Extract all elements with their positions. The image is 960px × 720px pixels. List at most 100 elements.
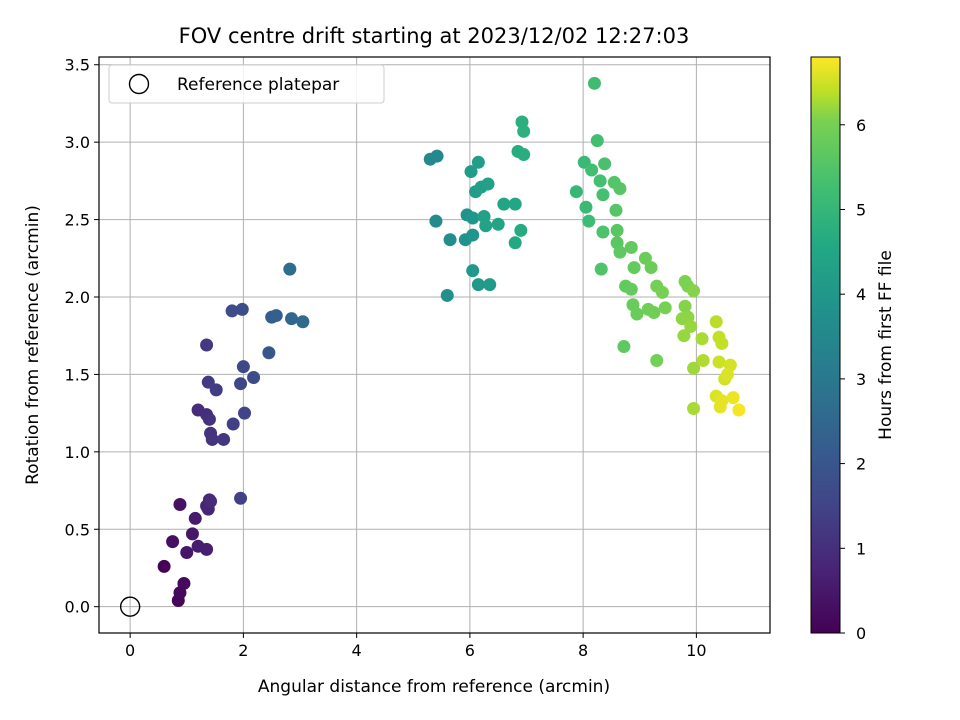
y-axis-label: Rotation from reference (arcmin) — [23, 205, 43, 485]
data-point — [202, 412, 216, 426]
reference-layer — [119, 596, 141, 617]
data-point — [590, 134, 604, 148]
data-point — [440, 288, 454, 302]
data-point — [638, 251, 652, 265]
data-point — [596, 225, 610, 239]
y-tick-label: 1.0 — [65, 443, 90, 462]
data-point — [650, 353, 664, 367]
data-point — [593, 174, 607, 188]
data-point — [624, 240, 638, 254]
data-point — [630, 307, 644, 321]
plot-area: 0 2 4 6 8 10 0.0 0.5 1.0 1.5 2.0 2.5 3.0 3.5 — [65, 56, 771, 660]
data-point — [479, 219, 493, 233]
x-axis-label: Angular distance from reference (arcmin) — [258, 677, 610, 697]
data-point — [677, 329, 691, 343]
data-point — [695, 332, 709, 346]
y-tick-label: 3.5 — [65, 56, 90, 75]
colorbar-gradient — [810, 56, 841, 634]
x-tick-label: 6 — [465, 641, 475, 660]
data-point — [644, 261, 658, 275]
data-point — [712, 355, 726, 369]
data-point — [225, 304, 239, 318]
data-point — [709, 315, 723, 329]
colorbar-ticks: 0 1 2 3 4 5 6 — [840, 116, 866, 643]
data-point — [269, 309, 283, 323]
data-point — [647, 305, 661, 319]
data-point — [491, 217, 505, 231]
data-point — [204, 494, 218, 508]
data-point — [471, 278, 485, 292]
colorbar-tick-label: 6 — [856, 116, 866, 135]
data-point — [235, 302, 249, 316]
data-point — [726, 391, 740, 405]
data-point — [613, 245, 627, 259]
chart-title: FOV centre drift starting at 2023/12/02 … — [179, 24, 690, 48]
x-tick-label: 4 — [352, 641, 362, 660]
data-point — [569, 185, 583, 199]
data-point — [514, 223, 528, 237]
data-point — [579, 200, 593, 214]
data-point — [687, 401, 701, 415]
colorbar-label: Hours from first FF file — [876, 250, 896, 440]
data-point — [283, 262, 297, 276]
data-points — [157, 76, 746, 607]
legend: Reference platepar — [108, 64, 385, 104]
data-point — [234, 491, 248, 505]
y-tick-label: 2.0 — [65, 288, 90, 307]
data-point — [684, 319, 698, 333]
data-point — [613, 182, 627, 196]
data-point — [238, 406, 252, 420]
y-tick-label: 2.5 — [65, 211, 90, 230]
data-point — [517, 124, 531, 138]
data-point — [236, 360, 250, 374]
data-point — [430, 149, 444, 163]
data-point — [587, 76, 601, 90]
data-point — [609, 203, 623, 217]
data-point — [226, 417, 240, 431]
data-point — [715, 336, 729, 350]
data-point — [481, 177, 495, 191]
data-point — [508, 236, 522, 250]
y-axis-ticks: 0.0 0.5 1.0 1.5 2.0 2.5 3.0 3.5 — [65, 56, 99, 617]
data-point — [217, 432, 231, 446]
x-tick-label: 0 — [125, 641, 135, 660]
data-point — [234, 377, 248, 391]
plot-frame — [98, 56, 771, 634]
legend-reference-label: Reference platepar — [177, 75, 339, 95]
data-point — [721, 367, 735, 381]
data-point — [678, 299, 692, 313]
data-point — [205, 432, 219, 446]
x-tick-label: 2 — [238, 641, 248, 660]
colorbar-tick-label: 4 — [856, 285, 866, 304]
data-point — [497, 197, 511, 211]
colorbar-tick-label: 1 — [856, 539, 866, 558]
data-point — [157, 559, 171, 573]
data-point — [200, 338, 214, 352]
x-tick-label: 8 — [578, 641, 588, 660]
y-tick-label: 1.5 — [65, 365, 90, 384]
data-point — [687, 361, 701, 375]
legend-reference-marker — [128, 73, 150, 95]
data-point — [262, 346, 276, 360]
data-point — [687, 284, 701, 298]
data-point — [466, 228, 480, 242]
y-tick-label: 0.0 — [65, 598, 90, 617]
data-point — [617, 340, 631, 354]
data-point — [466, 264, 480, 278]
data-point — [596, 188, 610, 202]
data-point — [429, 214, 443, 228]
colorbar: 0 1 2 3 4 5 6 Hours from first FF file — [810, 56, 896, 643]
data-point — [655, 285, 669, 299]
data-point — [732, 403, 746, 417]
x-tick-label: 10 — [686, 641, 706, 660]
data-point — [658, 301, 672, 315]
data-point — [610, 223, 624, 237]
data-point — [466, 211, 480, 225]
data-point — [582, 214, 596, 228]
x-axis-ticks: 0 2 4 6 8 10 — [125, 633, 707, 660]
colorbar-tick-label: 3 — [856, 370, 866, 389]
data-point — [483, 278, 497, 292]
data-point — [585, 163, 599, 177]
